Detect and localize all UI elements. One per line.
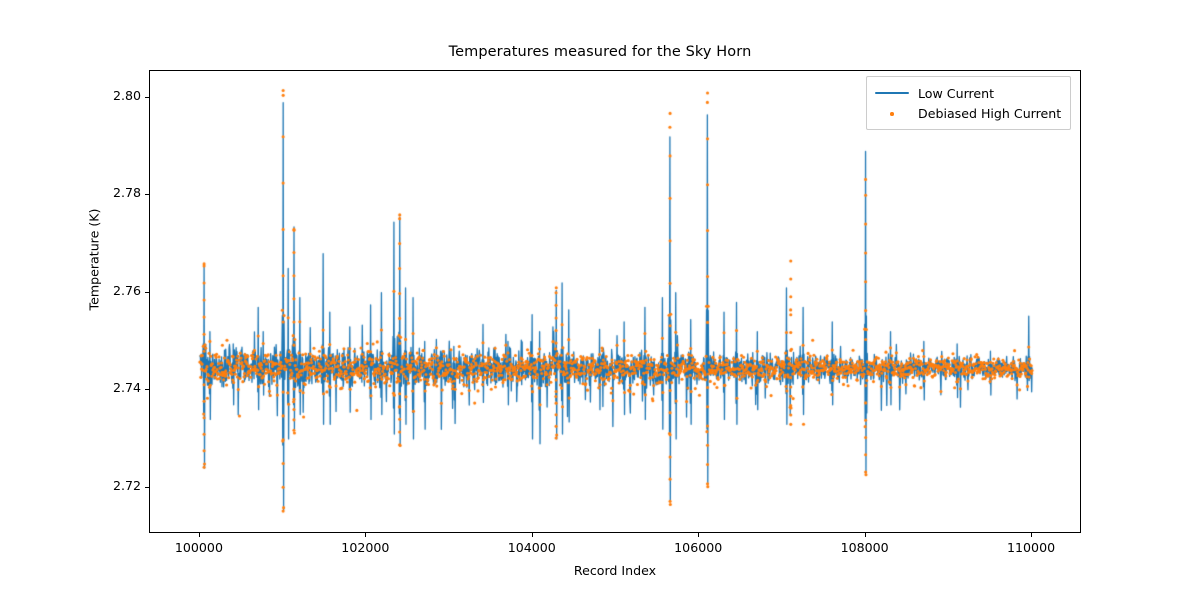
x-tick-mark [698,533,700,537]
y-tick-label: 2.78 [112,185,141,201]
chart-legend: Low Current Debiased High Current [866,76,1072,130]
y-tick-mark [145,291,149,293]
y-tick-mark [145,96,149,98]
x-tick-mark [1031,533,1033,537]
legend-label: Low Current [918,85,995,101]
dot-marker-icon [890,112,894,116]
y-tick-mark [145,389,149,391]
x-tick-label: 108000 [840,540,889,555]
x-tick-mark [198,533,201,537]
legend-swatch-dot [875,106,909,120]
x-tick-label: 104000 [507,540,556,555]
series-canvas [150,71,1080,532]
legend-entry-0: Low Current [875,83,1061,103]
x-tick-mark [531,533,533,537]
y-tick-mark [145,194,149,196]
x-tick-label: 102000 [341,540,390,555]
legend-entry-1: Debiased High Current [875,103,1061,123]
line-marker-icon [875,92,909,95]
x-axis-label: Record Index [573,563,657,578]
x-tick-label: 106000 [674,540,723,555]
x-tick-mark [365,533,367,537]
x-tick-label: 100000 [174,540,223,555]
y-tick-label: 2.74 [112,380,141,396]
y-tick-label: 2.72 [112,477,141,493]
x-tick-mark [864,533,866,537]
y-axis-label: Temperature (K) [86,208,102,311]
y-tick-mark [145,486,149,488]
y-tick-label: 2.80 [112,87,141,103]
legend-swatch-line [875,86,909,100]
x-tick-label: 110000 [1007,540,1056,555]
legend-label: Debiased High Current [918,105,1062,121]
y-tick-label: 2.76 [112,282,141,298]
plot-area [149,70,1081,533]
chart-title: Temperatures measured for the Sky Horn [448,44,752,60]
